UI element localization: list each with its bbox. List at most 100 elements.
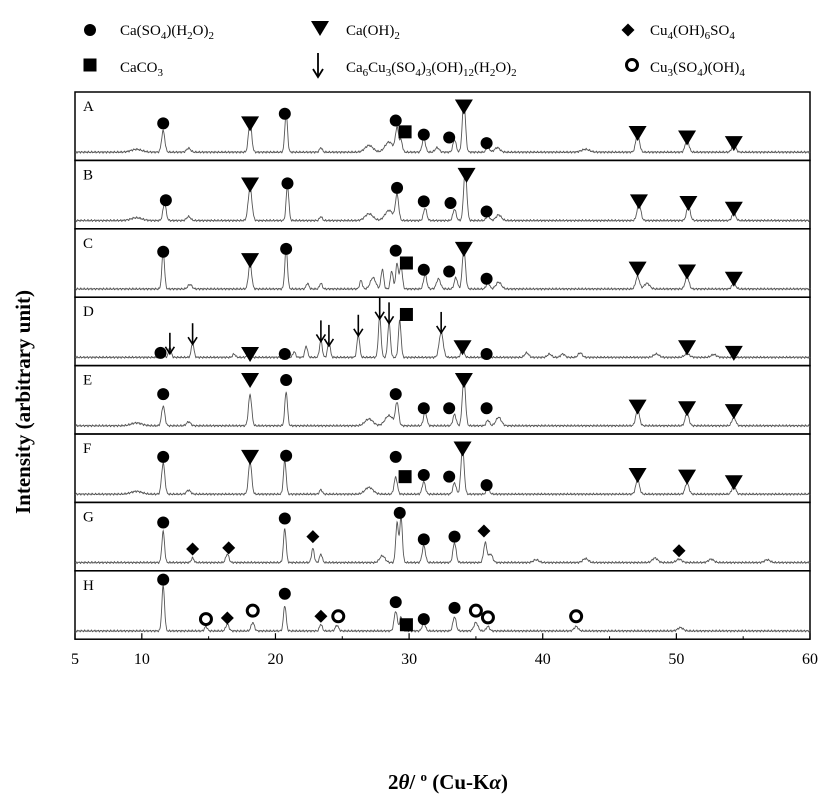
phase-marker-circle [480, 402, 493, 415]
phase-marker-square [399, 307, 413, 321]
phase-marker-circle [389, 596, 402, 609]
panel-label: G [83, 509, 94, 525]
phase-marker-triangle-down [678, 264, 697, 280]
phase-marker-arrow [435, 311, 447, 335]
phase-marker-circle [157, 450, 170, 463]
series-line [74, 246, 811, 291]
phase-marker-diamond [222, 541, 236, 555]
panel-D: D [74, 296, 811, 367]
phase-marker-triangle-down [454, 99, 473, 115]
phase-marker-triangle-down [678, 130, 697, 146]
phase-marker-square [398, 125, 412, 139]
phase-marker-triangle-down [724, 136, 743, 152]
legend-label: Ca(SO4)(H2O)2 [120, 23, 214, 42]
phase-marker-square [399, 618, 413, 632]
phase-marker-open-circle [480, 610, 495, 625]
panel-C: C [74, 228, 811, 298]
legend-entry: Cu3(SO4)(OH)4 [625, 58, 745, 79]
legend-entry: Ca(SO4)(H2O)2 [84, 23, 214, 42]
legend-entry: Ca6Cu3(SO4)3(OH)12(H2O)2 [312, 53, 517, 79]
phase-marker-triangle-down [241, 177, 260, 193]
phase-marker-circle [154, 346, 167, 359]
phase-marker-circle [157, 245, 170, 258]
phase-marker-arrow [323, 324, 335, 348]
x-tick-label: 30 [401, 651, 417, 668]
legend-entry: Ca(OH)2 [311, 21, 400, 42]
phase-marker-triangle-down [724, 271, 743, 287]
phase-marker-triangle-down [628, 261, 647, 277]
legend: Ca(SO4)(H2O)2 Ca(OH)2 Cu4(OH)6SO4 CaCO3 Ca6C… [83, 21, 745, 79]
phase-marker-diamond [306, 530, 320, 544]
phase-marker-circle [157, 117, 170, 130]
phase-marker-triangle-down [454, 241, 473, 257]
phase-marker-open-circle [331, 609, 346, 624]
legend-label: Cu3(SO4)(OH)4 [650, 60, 745, 79]
phase-marker-circle [389, 244, 402, 257]
panel-label: H [83, 578, 94, 594]
panel-frame [74, 570, 811, 640]
legend-entry: Cu4(OH)6SO4 [621, 23, 735, 42]
phase-marker-triangle-down [454, 373, 473, 389]
phase-marker-circle [278, 512, 291, 525]
phase-marker-triangle-down [678, 340, 697, 356]
panel-label: A [83, 99, 94, 115]
phase-marker-circle [480, 347, 493, 360]
legend-circle-icon [84, 24, 96, 36]
series-line [74, 584, 811, 633]
phase-marker-circle [389, 114, 402, 127]
phase-marker-triangle-down [724, 345, 743, 361]
phase-marker-circle [443, 131, 456, 144]
phase-marker-circle [157, 516, 170, 529]
phase-marker-circle [480, 137, 493, 150]
phase-marker-circle [443, 402, 456, 415]
phase-marker-circle [393, 506, 406, 519]
phase-marker-open-circle [245, 603, 260, 618]
series-line [74, 375, 811, 428]
phase-marker-circle [417, 402, 430, 415]
phase-marker-circle [389, 450, 402, 463]
panel-B: B [74, 159, 811, 230]
phase-marker-square [398, 470, 412, 484]
phase-marker-circle [280, 374, 293, 387]
legend-label: Ca6Cu3(SO4)3(OH)12(H2O)2 [346, 60, 517, 79]
panel-F: F [74, 433, 811, 504]
phase-marker-triangle-down [679, 196, 698, 212]
phase-marker-triangle-down [724, 475, 743, 491]
phase-marker-circle [480, 272, 493, 285]
phase-marker-circle [417, 263, 430, 276]
phase-marker-circle [444, 197, 457, 210]
phase-marker-circle [417, 128, 430, 141]
phase-marker-circle [443, 265, 456, 278]
phase-marker-triangle-down [628, 125, 647, 141]
phase-marker-circle [391, 181, 404, 194]
legend-label: Ca(OH)2 [346, 23, 400, 42]
phase-marker-arrow [187, 323, 198, 346]
phase-marker-open-circle [468, 603, 483, 618]
phase-marker-triangle-down [678, 469, 697, 485]
phase-marker-triangle-down [453, 340, 472, 356]
panel-label: E [83, 373, 92, 389]
phase-marker-open-circle [569, 609, 584, 624]
phase-marker-circle [278, 107, 291, 120]
phase-marker-arrow [383, 302, 395, 325]
x-axis: 5 10 20 30 40 50 60 [71, 633, 818, 668]
phase-marker-triangle-down [241, 346, 260, 362]
phase-marker-circle [278, 587, 291, 600]
phase-marker-arrow [374, 297, 385, 321]
panel-A: A [74, 91, 811, 162]
phase-marker-circle [480, 205, 493, 218]
phase-marker-circle [448, 601, 461, 614]
series-line [74, 315, 811, 360]
legend-diamond-icon [621, 23, 635, 37]
series-line [74, 515, 811, 565]
phase-marker-triangle-down [241, 253, 260, 269]
phase-marker-circle [480, 479, 493, 492]
phase-marker-square [399, 256, 413, 270]
phase-marker-triangle-down [678, 401, 697, 417]
phase-marker-circle [280, 242, 293, 255]
phase-marker-triangle-down [724, 404, 743, 420]
x-tick-label: 50 [668, 651, 684, 668]
phase-marker-circle [443, 470, 456, 483]
legend-label: CaCO3 [120, 60, 164, 79]
panel-H: H [74, 570, 811, 640]
